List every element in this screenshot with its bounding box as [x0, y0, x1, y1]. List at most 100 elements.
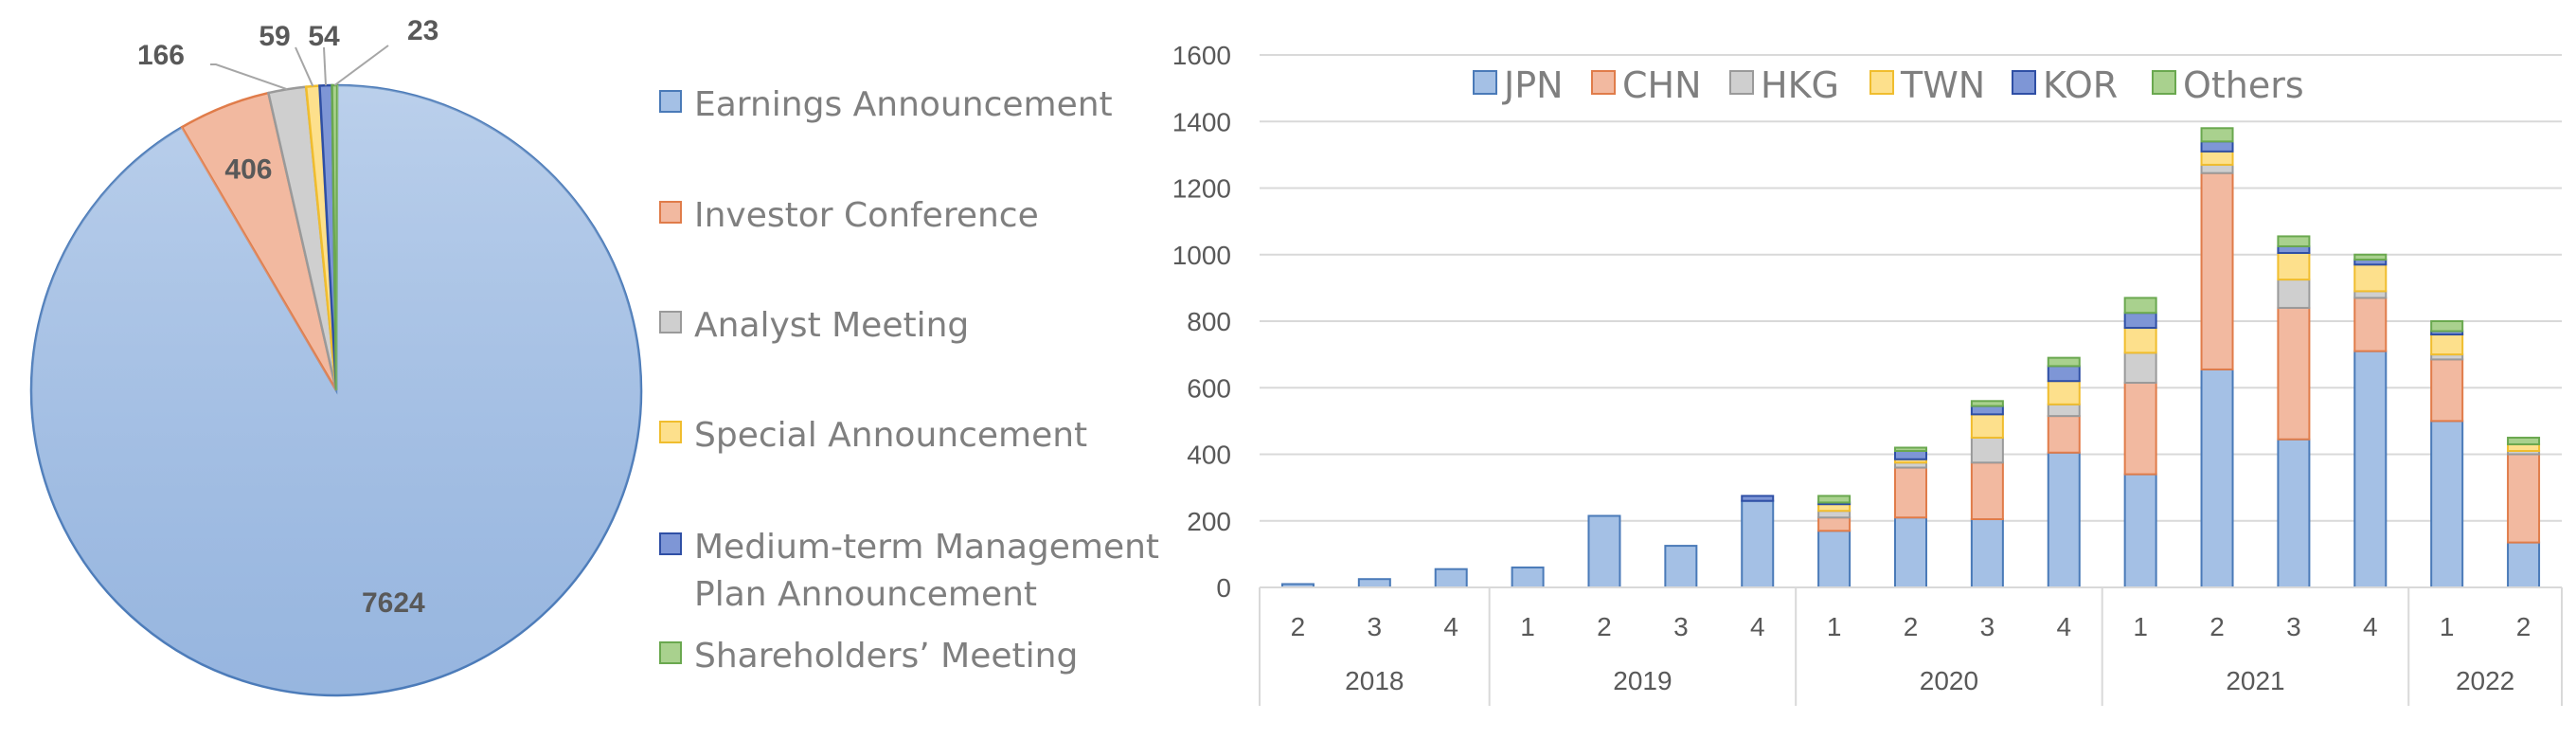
bar-kor-10: [1970, 405, 2004, 416]
x-year-label-2022: 2022: [2456, 666, 2514, 695]
pie-legend-label-1: Earnings Announcement: [694, 85, 1113, 124]
pie-legend-swatch-2: [659, 201, 682, 224]
bar-twn-11: [2047, 380, 2081, 406]
pie-legend-label-5: Medium-term Management: [694, 528, 1159, 567]
bar-twn-9: [1894, 458, 1927, 464]
bar-chn-13: [2200, 171, 2234, 370]
pie-leader-line-6: [333, 45, 389, 86]
y-tick-label-800: 800: [1187, 307, 1231, 336]
bar-legend-swatch-twn: [1869, 70, 1894, 95]
bar-twn-12: [2123, 327, 2157, 354]
bar-jpn-12: [2123, 473, 2157, 589]
bar-hkg-14: [2277, 279, 2311, 309]
bar-hkg-17: [2507, 449, 2541, 456]
pie-data-label-1: 7624: [362, 587, 425, 619]
bar-others-10: [1970, 400, 2004, 407]
bar-jpn-7: [1741, 499, 1775, 588]
x-year-label-2018: 2018: [1345, 666, 1404, 695]
pie-legend-swatch-1: [659, 90, 682, 113]
bar-legend-swatch-others: [2152, 70, 2176, 95]
pie-data-label-3: 166: [137, 40, 185, 71]
x-year-label-2021: 2021: [2226, 666, 2284, 695]
y-tick-label-1200: 1200: [1172, 174, 1231, 204]
pie-slice-1-shade: [30, 85, 641, 696]
pie-data-label-6: 23: [407, 15, 438, 46]
x-quarter-label-12: 1: [2133, 612, 2148, 641]
bar-hkg-9: [1894, 461, 1927, 469]
bar-hkg-12: [2123, 351, 2157, 384]
bar-jpn-5: [1587, 514, 1621, 589]
pie-leader-line-5: [323, 46, 327, 86]
pie-data-label-4: 59: [259, 21, 290, 52]
bar-others-15: [2353, 253, 2388, 261]
bar-jpn-1: [1280, 583, 1315, 588]
x-quarter-label-11: 4: [2056, 612, 2071, 641]
bar-jpn-9: [1894, 516, 1927, 588]
y-tick-label-1000: 1000: [1172, 241, 1231, 270]
y-tick-label-0: 0: [1216, 573, 1231, 603]
bar-chn-17: [2507, 453, 2541, 544]
bar-kor-11: [2047, 365, 2081, 383]
pie-leader-line-3: [210, 63, 288, 91]
bar-kor-15: [2353, 259, 2388, 266]
x-quarter-label-7: 4: [1750, 612, 1765, 641]
y-tick-label-1400: 1400: [1172, 107, 1231, 136]
bar-chn-9: [1894, 466, 1927, 519]
x-quarter-label-4: 1: [1520, 612, 1535, 641]
pie-legend-swatch-4: [659, 421, 682, 443]
bar-others-11: [2047, 356, 2081, 368]
y-tick-label-600: 600: [1187, 373, 1231, 403]
bar-jpn-16: [2430, 420, 2464, 588]
bar-others-9: [1894, 446, 1927, 452]
y-tick-label-1600: 1600: [1172, 41, 1231, 70]
bar-others-13: [2200, 127, 2234, 143]
x-quarter-label-17: 2: [2516, 612, 2531, 641]
bar-chn-15: [2353, 297, 2388, 352]
bar-chn-11: [2047, 415, 2081, 454]
bar-legend-swatch-jpn: [1473, 70, 1497, 95]
bar-chn-12: [2123, 381, 2157, 476]
bar-kor-14: [2277, 244, 2311, 254]
pie-legend-swatch-6: [659, 641, 682, 664]
pie-legend-label-6: Shareholders’ Meeting: [694, 637, 1078, 676]
pie-leader-line-4: [295, 46, 314, 87]
x-quarter-label-10: 3: [1980, 612, 1995, 641]
bar-twn-15: [2353, 263, 2388, 293]
pie-legend-swatch-3: [659, 311, 682, 333]
bar-hkg-8: [1817, 510, 1852, 519]
bar-legend-swatch-kor: [2012, 70, 2036, 95]
y-tick-label-400: 400: [1187, 441, 1231, 470]
pie-slice-6: [331, 83, 339, 391]
pie-legend-label-2: Investor Conference: [694, 196, 1039, 235]
x-quarter-label-9: 2: [1904, 612, 1919, 641]
x-year-label-2019: 2019: [1613, 666, 1672, 695]
bar-legend-label-jpn: JPN: [1502, 64, 1564, 106]
bar-kor-16: [2430, 330, 2464, 336]
x-quarter-label-2: 3: [1368, 612, 1383, 641]
bar-kor-9: [1894, 449, 1927, 460]
pie-data-label-5: 54: [308, 21, 340, 52]
bar-jpn-8: [1817, 530, 1852, 588]
bar-chn-8: [1817, 516, 1852, 532]
bar-jpn-2: [1357, 578, 1391, 588]
bar-legend-swatch-hkg: [1729, 70, 1754, 95]
bar-legend-label-hkg: HKG: [1761, 64, 1839, 106]
bar-jpn-14: [2277, 438, 2311, 588]
pie-legend-label-4: Special Announcement: [694, 416, 1087, 455]
x-quarter-label-8: 1: [1827, 612, 1842, 641]
bar-others-14: [2277, 235, 2311, 247]
bar-twn-8: [1817, 503, 1852, 513]
pie-legend-label-3: Analyst Meeting: [694, 306, 969, 345]
bar-twn-13: [2200, 150, 2234, 166]
bar-others-17: [2507, 436, 2541, 445]
bar-hkg-15: [2353, 290, 2388, 299]
x-quarter-label-14: 3: [2286, 612, 2301, 641]
x-quarter-label-3: 4: [1443, 612, 1458, 641]
bar-kor-13: [2200, 140, 2234, 153]
x-quarter-label-6: 3: [1673, 612, 1689, 641]
bar-kor-7: [1741, 495, 1775, 502]
bar-others-12: [2123, 297, 2157, 315]
bar-chn-14: [2277, 306, 2311, 441]
bar-twn-10: [1970, 413, 2004, 439]
bar-others-16: [2430, 320, 2464, 333]
